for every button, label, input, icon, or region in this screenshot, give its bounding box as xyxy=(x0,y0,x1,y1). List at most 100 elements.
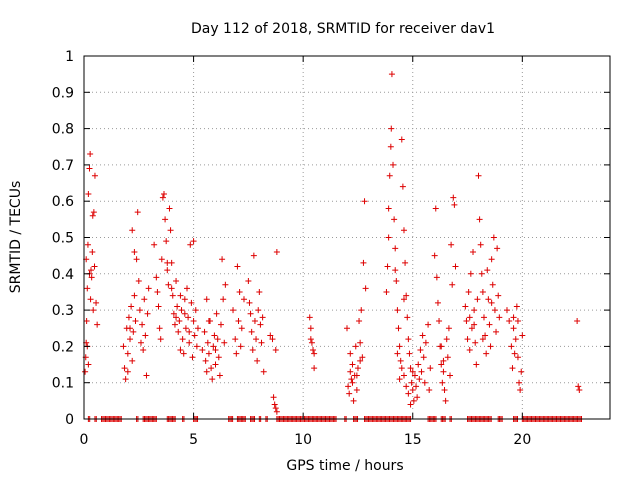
data-point xyxy=(441,386,448,393)
data-point xyxy=(184,285,191,292)
data-point xyxy=(307,325,314,332)
data-point xyxy=(269,336,276,343)
data-point xyxy=(510,325,517,332)
data-point xyxy=(431,252,438,259)
data-point xyxy=(487,343,494,350)
data-point xyxy=(475,172,482,179)
y-tick-label: 0.1 xyxy=(52,376,74,392)
data-point xyxy=(163,238,170,245)
data-point xyxy=(205,350,212,357)
data-point xyxy=(513,303,520,310)
data-point xyxy=(514,317,521,324)
data-point xyxy=(145,285,152,292)
data-point xyxy=(306,314,313,321)
data-point xyxy=(188,299,195,306)
data-point xyxy=(493,328,500,335)
data-point xyxy=(84,285,91,292)
y-tick-label: 0.3 xyxy=(52,303,74,319)
data-point xyxy=(171,321,178,328)
data-point xyxy=(402,259,409,266)
data-point xyxy=(347,350,354,357)
data-point xyxy=(434,299,441,306)
data-point xyxy=(471,307,478,314)
data-point xyxy=(194,325,201,332)
data-point xyxy=(311,365,318,372)
data-point xyxy=(385,234,392,241)
data-point xyxy=(230,307,237,314)
data-point xyxy=(485,296,492,303)
data-point xyxy=(470,249,477,256)
data-point xyxy=(131,249,138,256)
data-point xyxy=(422,339,429,346)
data-point xyxy=(417,347,424,354)
data-point xyxy=(414,394,421,401)
data-point xyxy=(82,368,89,375)
data-point xyxy=(411,372,418,379)
data-point xyxy=(416,376,423,383)
data-point xyxy=(384,263,391,270)
data-point xyxy=(576,386,583,393)
data-point xyxy=(488,299,495,306)
y-tick-labels: 0 0.1 0.2 0.3 0.4 0.5 0.6 0.7 0.8 0.9 1 xyxy=(52,49,74,428)
data-point xyxy=(433,274,440,281)
data-point xyxy=(385,205,392,212)
data-point xyxy=(388,71,395,78)
chart-title: Day 112 of 2018, SRMTID for receiver dav… xyxy=(191,21,495,37)
data-point xyxy=(259,314,266,321)
data-point xyxy=(221,339,228,346)
x-axis-label: GPS time / hours xyxy=(286,458,403,474)
data-point xyxy=(348,376,355,383)
data-point xyxy=(219,256,226,263)
data-point xyxy=(468,325,475,332)
data-point xyxy=(212,347,219,354)
data-point xyxy=(506,317,513,324)
data-point xyxy=(400,227,407,234)
data-point xyxy=(415,361,422,368)
data-point xyxy=(238,325,245,332)
data-point xyxy=(353,386,360,393)
data-point xyxy=(94,321,101,328)
data-point xyxy=(448,241,455,248)
data-point xyxy=(164,267,171,274)
data-point xyxy=(353,372,360,379)
data-point xyxy=(151,241,158,248)
data-point xyxy=(483,350,490,357)
data-point xyxy=(190,317,197,324)
data-point xyxy=(514,354,521,361)
data-point xyxy=(574,317,581,324)
data-point xyxy=(403,292,410,299)
data-point xyxy=(235,317,242,324)
data-point xyxy=(191,332,198,339)
data-point xyxy=(503,307,510,314)
x-tick-label: 0 xyxy=(80,432,89,448)
data-point xyxy=(154,288,161,295)
plot-frame xyxy=(83,55,611,420)
data-point xyxy=(132,317,139,324)
data-point xyxy=(177,292,184,299)
data-point xyxy=(442,397,449,404)
data-point xyxy=(165,281,172,288)
data-point xyxy=(272,405,279,412)
data-point xyxy=(471,321,478,328)
data-point xyxy=(357,339,364,346)
data-point xyxy=(199,347,206,354)
data-point xyxy=(518,368,525,375)
data-point xyxy=(232,336,239,343)
data-point xyxy=(575,383,582,390)
data-point xyxy=(270,394,277,401)
data-point xyxy=(517,386,524,393)
data-point xyxy=(155,303,162,310)
data-point xyxy=(215,354,222,361)
data-point xyxy=(193,343,200,350)
data-point xyxy=(386,172,393,179)
data-point xyxy=(205,317,212,324)
data-point xyxy=(91,172,98,179)
data-point xyxy=(237,343,244,350)
x-tick-labels: 0 5 10 15 20 xyxy=(80,432,532,448)
data-point xyxy=(246,299,253,306)
data-point xyxy=(233,350,240,357)
data-point xyxy=(256,288,263,295)
data-point xyxy=(397,357,404,364)
data-point xyxy=(511,350,518,357)
data-point xyxy=(185,314,192,321)
